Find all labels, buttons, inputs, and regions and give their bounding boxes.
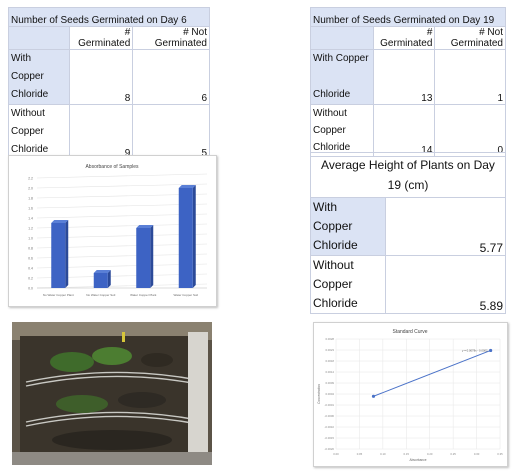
x-tick-label: 0.05	[357, 452, 363, 456]
y-tick-label: -0.0015	[325, 436, 335, 440]
row-label-with: With Copper Chloride	[310, 197, 386, 256]
bar	[93, 273, 108, 288]
cell-height-with: 5.77	[385, 197, 506, 256]
gridline	[36, 213, 208, 219]
bar-top	[51, 220, 69, 223]
y-tick-label: 0.0009	[325, 381, 334, 385]
bar-side	[65, 220, 69, 288]
header-germinated: # Germinated	[68, 26, 134, 50]
row-label-with: With Copper Chloride	[310, 49, 374, 105]
y-tick-label: 0.0004	[325, 392, 334, 396]
table-title: Number of Seeds Germinated on Day 19	[310, 7, 506, 27]
header-germinated: # Germinated	[372, 26, 436, 50]
bar-side	[192, 185, 196, 288]
series-line	[373, 349, 491, 397]
chart-title: Absorbance of Samples	[85, 164, 139, 170]
y-tick-label: 0.0014	[325, 370, 334, 374]
y-tick-label: 1.6	[28, 207, 33, 211]
y-tick-label: 0.4	[28, 267, 33, 271]
chart-title: Standard Curve	[392, 329, 427, 335]
gridline	[36, 183, 208, 189]
cell-germinated-without: 14	[372, 104, 436, 157]
x-tick-label: 0.25	[450, 452, 456, 456]
x-tick-label: 0.10	[380, 452, 386, 456]
y-tick-label: 1.0	[28, 237, 33, 241]
x-tick-label: 0.15	[404, 452, 410, 456]
header-empty	[310, 26, 374, 50]
y-tick-label: 1.2	[28, 227, 33, 231]
y-tick-label: 0.2	[28, 277, 33, 281]
data-point	[489, 348, 493, 353]
x-tick-label: No Water Copper Plant	[43, 293, 74, 297]
table-title: Number of Seeds Germinated on Day 6	[8, 7, 210, 27]
bar-top	[93, 270, 111, 273]
x-tick-label: No Water Copper Soil	[86, 293, 115, 297]
y-tick-label: 2.0	[28, 187, 33, 191]
y-tick-label: -0.0020	[325, 447, 335, 451]
cell-germinated-with: 8	[68, 49, 134, 105]
gridline	[36, 193, 208, 199]
absorbance-chart: Absorbance of Samples 0.0 0.2 0.4 0.6 0.8 1.0 1…	[8, 155, 217, 307]
cell-not-germinated-without: 5	[132, 104, 210, 160]
height-table-title: Average Height of Plants on Day 19 (cm)	[310, 152, 506, 198]
x-tick-label: Water Copper Soil	[174, 293, 199, 297]
y-tick-label: 0.0	[28, 287, 33, 291]
y-tick-label: 1.8	[28, 197, 33, 201]
cell-not-germinated-with: 1	[434, 49, 506, 105]
gridline	[36, 203, 208, 209]
gridline	[36, 173, 208, 179]
y-tick-label: -0.0006	[325, 414, 335, 418]
table-day19: Number of Seeds Germinated on Day 19 # G…	[310, 7, 506, 157]
bar-top	[178, 185, 196, 188]
x-tick-label: 0.20	[427, 452, 433, 456]
cell-not-germinated-with: 6	[132, 49, 210, 105]
cell-germinated-without: 9	[68, 104, 134, 160]
bar-top	[136, 225, 154, 228]
standard-curve-chart: Standard Curve 0.0028 0.0023 0.0018 0.0014 0.…	[313, 322, 508, 467]
x-tick-label: 0.30	[474, 452, 480, 456]
cell-not-germinated-without: 0	[434, 104, 506, 157]
bar-side	[150, 225, 154, 288]
y-tick-label: 0.8	[28, 247, 33, 251]
x-axis-label: Absorbance	[409, 458, 426, 462]
header-not-germinated: # Not Germinated	[434, 26, 506, 50]
header-empty	[8, 26, 70, 50]
bar-side	[107, 270, 111, 288]
row-label-without: Without Copper Chloride	[8, 104, 70, 160]
data-point	[371, 394, 376, 398]
row-label-with: With Copper Chloride	[8, 49, 70, 105]
standard-curve-svg: Standard Curve 0.0028 0.0023 0.0018 0.0014 0.…	[317, 329, 503, 462]
x-tick-label: Water Copper Plant	[130, 293, 156, 297]
x-tick-label: 0.35	[497, 452, 503, 456]
incubator-illustration	[12, 322, 212, 465]
absorbance-chart-svg: Absorbance of Samples 0.0 0.2 0.4 0.6 0.8 1.0 1…	[28, 164, 208, 297]
y-tick-label: 2.2	[28, 177, 33, 181]
table-day6: Number of Seeds Germinated on Day 6 # Ge…	[8, 7, 210, 160]
x-tick-label: 0.00	[333, 452, 339, 456]
y-tick-label: 0.0018	[325, 359, 334, 363]
y-tick-label: 0.6	[28, 257, 33, 261]
y-tick-label: 0.0023	[325, 348, 334, 352]
row-label-without: Without Copper Chloride	[310, 104, 374, 157]
seedling-incubator-photo	[12, 322, 212, 465]
bar	[136, 228, 151, 288]
cell-germinated-with: 13	[372, 49, 436, 105]
bar	[178, 188, 193, 288]
y-tick-label: -0.0001	[325, 403, 335, 407]
cell-height-without: 5.89	[385, 255, 506, 314]
y-tick-label: 0.0028	[325, 337, 334, 341]
trendline-annotation: y = 0.0078x - 0.0002	[462, 348, 488, 352]
row-label-without: Without Copper Chloride	[310, 255, 386, 314]
bar	[51, 223, 66, 288]
y-axis-label: Concentration	[317, 384, 321, 404]
header-not-germinated: # Not Germinated	[132, 26, 210, 50]
y-tick-label: -0.0010	[325, 425, 335, 429]
y-tick-label: 1.4	[28, 217, 33, 221]
height-table: Average Height of Plants on Day 19 (cm) …	[310, 152, 506, 314]
